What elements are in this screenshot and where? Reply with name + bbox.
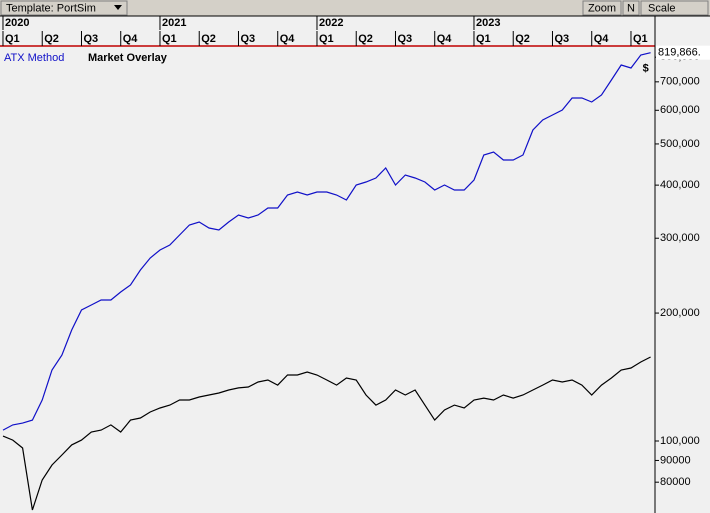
quarter-label: Q3 [397, 33, 412, 45]
quarter-label: Q4 [594, 33, 610, 45]
y-tick-label: 500,000 [660, 138, 700, 150]
end-marker: $ [643, 63, 649, 75]
quarter-label: Q4 [437, 33, 453, 45]
quarter-label: Q3 [83, 33, 98, 45]
quarter-label: Q4 [280, 33, 296, 45]
scale-button[interactable] [640, 0, 709, 16]
y-tick-label: 80000 [660, 476, 691, 488]
y-tick-label: 100,000 [660, 435, 700, 447]
template-label: Template: PortSim [6, 2, 96, 14]
quarter-label: Q1 [319, 33, 334, 45]
quarter-label: Q2 [515, 33, 530, 45]
dropdown-arrow [114, 5, 122, 10]
quarter-label: Q1 [476, 33, 491, 45]
n-label: N [627, 2, 635, 14]
quarter-label: Q3 [240, 33, 255, 45]
y-tick-label: 600,000 [660, 104, 700, 116]
quarter-label: Q2 [201, 33, 216, 45]
legend-entry: Market Overlay [88, 52, 168, 64]
n-button[interactable] [622, 0, 640, 16]
y-tick-label: 90000 [660, 454, 691, 466]
y-tick-label: 700,000 [660, 76, 700, 88]
year-label: 2023 [476, 17, 500, 29]
quarter-label: Q3 [554, 33, 569, 45]
year-label: 2021 [162, 17, 186, 29]
last-value-label: 819,866. [658, 47, 701, 59]
zoom-label: Zoom [588, 2, 616, 14]
y-tick-label: 200,000 [660, 307, 700, 319]
year-label: 2022 [319, 17, 343, 29]
quarter-label: Q1 [5, 33, 20, 45]
year-label: 2020 [5, 17, 29, 29]
last-value-box [656, 45, 710, 60]
toolbar [0, 0, 710, 16]
y-tick-label: 300,000 [660, 232, 700, 244]
series-line [2, 52, 651, 431]
zoom-button[interactable] [582, 0, 622, 16]
quarter-label: Q4 [123, 33, 139, 45]
legend-entry: ATX Method [4, 52, 64, 64]
quarter-label: Q2 [358, 33, 373, 45]
quarter-label: Q1 [162, 33, 177, 45]
scale-label: Scale [648, 2, 676, 14]
quarter-label: Q1 [633, 33, 648, 45]
template-dropdown[interactable] [0, 0, 128, 16]
series-line [2, 356, 651, 511]
y-tick-label: 400,000 [660, 179, 700, 191]
quarter-label: Q2 [44, 33, 59, 45]
